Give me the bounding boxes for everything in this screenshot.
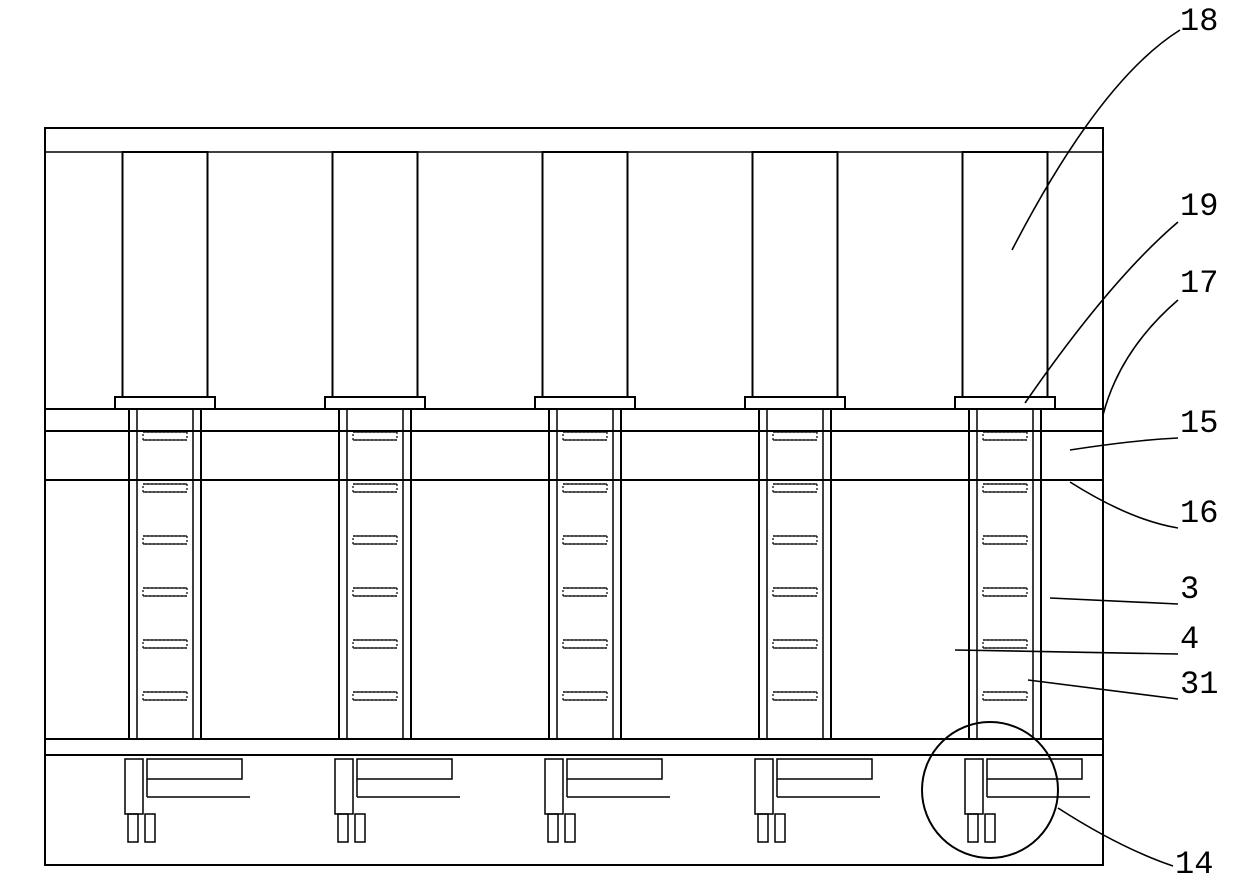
label-4: 4 xyxy=(1180,621,1199,658)
rung xyxy=(773,692,817,700)
rung xyxy=(563,692,607,700)
rung xyxy=(143,588,187,596)
rung xyxy=(353,692,397,700)
label-15: 15 xyxy=(1180,405,1218,442)
rung xyxy=(143,640,187,648)
label-14: 14 xyxy=(1175,846,1213,883)
rung xyxy=(773,588,817,596)
leader-3 xyxy=(1050,598,1178,604)
detail-circle xyxy=(922,722,1058,858)
rung xyxy=(353,640,397,648)
leader-16 xyxy=(1070,482,1178,528)
rung xyxy=(563,432,607,440)
rung xyxy=(983,588,1027,596)
label-3: 3 xyxy=(1180,571,1199,608)
rung xyxy=(353,432,397,440)
label-31: 31 xyxy=(1180,666,1218,703)
label-18: 18 xyxy=(1180,3,1218,40)
leader-18 xyxy=(1012,30,1180,250)
rung xyxy=(983,536,1027,544)
rung xyxy=(773,536,817,544)
rung xyxy=(773,432,817,440)
rung xyxy=(563,536,607,544)
rung xyxy=(143,432,187,440)
rung xyxy=(143,484,187,492)
rung xyxy=(143,536,187,544)
rung xyxy=(353,588,397,596)
rung xyxy=(353,484,397,492)
rung xyxy=(773,640,817,648)
rung xyxy=(143,692,187,700)
rung xyxy=(983,692,1027,700)
label-16: 16 xyxy=(1180,495,1218,532)
leader-17 xyxy=(1103,300,1178,415)
rung xyxy=(983,640,1027,648)
rung xyxy=(563,588,607,596)
leader-4 xyxy=(955,650,1178,654)
rung xyxy=(983,484,1027,492)
rung xyxy=(353,536,397,544)
rung xyxy=(773,484,817,492)
label-19: 19 xyxy=(1180,188,1218,225)
rung xyxy=(563,640,607,648)
rung xyxy=(983,432,1027,440)
diagram-root: 18 19 17 15 16 3 4 31 14 xyxy=(0,0,1240,893)
rung xyxy=(563,484,607,492)
leader-14 xyxy=(1058,808,1173,866)
leader-15 xyxy=(1070,438,1178,450)
label-17: 17 xyxy=(1180,265,1218,302)
